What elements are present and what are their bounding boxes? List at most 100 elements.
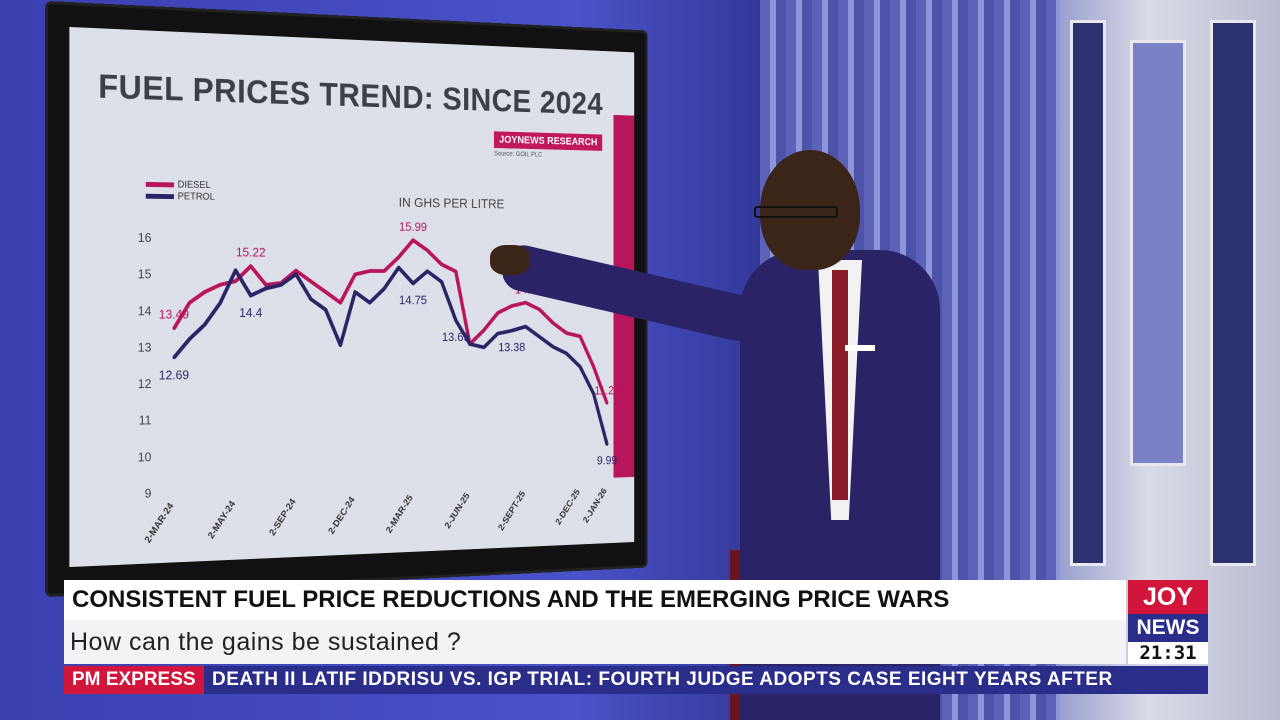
data-point-petrol	[426, 269, 429, 273]
subhead-text: How can the gains be sustained ?	[70, 628, 462, 656]
data-point-petrol	[203, 322, 207, 326]
data-point-petrol	[454, 318, 458, 322]
data-point-petrol	[368, 301, 372, 305]
data-label: 13.49	[159, 307, 189, 322]
data-point-diesel	[551, 321, 555, 325]
y-tick-label: 9	[145, 486, 152, 501]
data-point-petrol	[397, 266, 400, 270]
data-point-diesel	[578, 335, 582, 338]
data-point-diesel	[538, 307, 541, 311]
data-point-diesel	[368, 269, 372, 273]
data-point-diesel	[382, 269, 386, 273]
data-point-diesel	[249, 264, 253, 268]
data-point-petrol	[264, 286, 268, 290]
data-point-petrol	[172, 356, 176, 360]
data-point-petrol	[411, 282, 415, 285]
data-label: 13.69	[442, 329, 470, 343]
data-point-petrol	[309, 297, 313, 301]
data-point-petrol	[382, 287, 386, 291]
y-tick-label: 16	[138, 230, 152, 245]
data-point-petrol	[510, 329, 513, 333]
data-point-diesel	[264, 283, 268, 287]
ticker-text: DEATH II LATIF IDDRISU VS. IGP TRIAL: FO…	[212, 669, 1113, 690]
data-label: 15.99	[399, 219, 427, 234]
data-point-petrol	[482, 345, 486, 349]
data-point-diesel	[339, 301, 342, 305]
y-tick-label: 14	[138, 303, 152, 318]
presenter-tie	[832, 270, 848, 500]
data-point-petrol	[524, 325, 527, 328]
data-point-diesel	[426, 248, 429, 252]
data-point-petrol	[294, 272, 298, 276]
line-chart: 9 10 11 12 13 14 15 16 2-MAR-24 2-MAY-24 2-SEP-24 2…	[138, 219, 620, 545]
data-point-diesel	[397, 255, 400, 259]
data-label: 12.69	[159, 367, 189, 382]
x-tick-label: 2-MAR-25	[384, 493, 415, 536]
data-point-diesel	[524, 301, 527, 304]
data-point-diesel	[172, 327, 176, 331]
data-point-petrol	[353, 290, 357, 294]
data-point-diesel	[482, 328, 486, 332]
data-point-diesel	[496, 311, 500, 315]
data-point-diesel	[218, 283, 222, 287]
headline-bar: CONSISTENT FUEL PRICE REDUCTIONS AND THE…	[64, 580, 1126, 620]
presenter-head	[760, 150, 860, 270]
data-point-diesel	[411, 238, 415, 242]
x-tick-label: 2-MAR-24	[143, 501, 177, 545]
chart-panel: FUEL PRICES TREND: SINCE 2024 JOYNEWS RE…	[69, 26, 635, 568]
data-point-diesel	[454, 270, 458, 273]
data-point-petrol	[249, 294, 253, 297]
data-point-petrol	[234, 268, 237, 272]
logo-joy: JOY	[1128, 580, 1208, 614]
data-point-diesel	[309, 279, 313, 283]
data-label: 9.99	[597, 453, 617, 467]
data-point-petrol	[279, 283, 283, 287]
data-point-diesel	[324, 290, 328, 294]
data-point-diesel	[440, 262, 443, 266]
data-label: 13.38	[498, 340, 525, 354]
data-point-diesel	[234, 279, 237, 283]
data-point-petrol	[538, 335, 541, 339]
data-point-diesel	[510, 304, 513, 308]
x-tick-label: 2-SEP-24	[268, 497, 299, 538]
studio-window-frame-right	[1210, 20, 1256, 566]
pocket-square	[845, 345, 875, 351]
y-tick-label: 15	[138, 266, 152, 281]
headline-text: CONSISTENT FUEL PRICE REDUCTIONS AND THE…	[72, 586, 950, 613]
presenter-glasses	[754, 206, 838, 218]
data-point-petrol	[218, 301, 222, 305]
y-tick-label: 12	[138, 376, 152, 391]
data-point-petrol	[440, 280, 443, 284]
data-point-diesel	[353, 273, 357, 276]
data-point-diesel	[188, 301, 191, 305]
y-tick-label: 13	[138, 340, 152, 355]
data-point-diesel	[565, 331, 568, 335]
logo-news: NEWS	[1128, 614, 1208, 642]
data-point-petrol	[551, 345, 555, 349]
data-point-diesel	[203, 290, 207, 294]
data-point-petrol	[496, 332, 500, 335]
news-ticker: PM EXPRESS DEATH II LATIF IDDRISU VS. IG…	[64, 666, 1208, 694]
broadcast-clock: 21:31	[1128, 642, 1208, 664]
x-tick-label: 2-DEC-25	[554, 487, 582, 527]
data-point-diesel	[294, 269, 298, 273]
data-point-petrol	[188, 337, 191, 341]
y-tick-label: 10	[138, 449, 152, 464]
ticker-tag: PM EXPRESS	[64, 666, 204, 694]
x-tick-label: 2-JAN-26	[582, 486, 610, 525]
studio-window-frame	[1070, 20, 1106, 566]
channel-logo: JOY NEWS 21:31	[1128, 580, 1208, 664]
subhead-bar: How can the gains be sustained ?	[64, 620, 1126, 664]
data-point-petrol	[339, 343, 342, 347]
data-point-petrol	[565, 352, 568, 355]
x-tick-label: 2-SEPT-25	[497, 489, 528, 533]
data-label: 14.75	[399, 293, 427, 307]
y-tick-label: 11	[139, 413, 152, 428]
x-tick-label: 2-MAY-24	[206, 499, 238, 541]
data-label: 15.22	[236, 245, 266, 260]
x-tick-label: 2-DEC-24	[327, 495, 358, 537]
data-label: 14.4	[239, 305, 262, 320]
display-screen: FUEL PRICES TREND: SINCE 2024 JOYNEWS RE…	[48, 4, 646, 594]
presenter-hand	[490, 245, 530, 275]
data-point-petrol	[324, 308, 328, 312]
